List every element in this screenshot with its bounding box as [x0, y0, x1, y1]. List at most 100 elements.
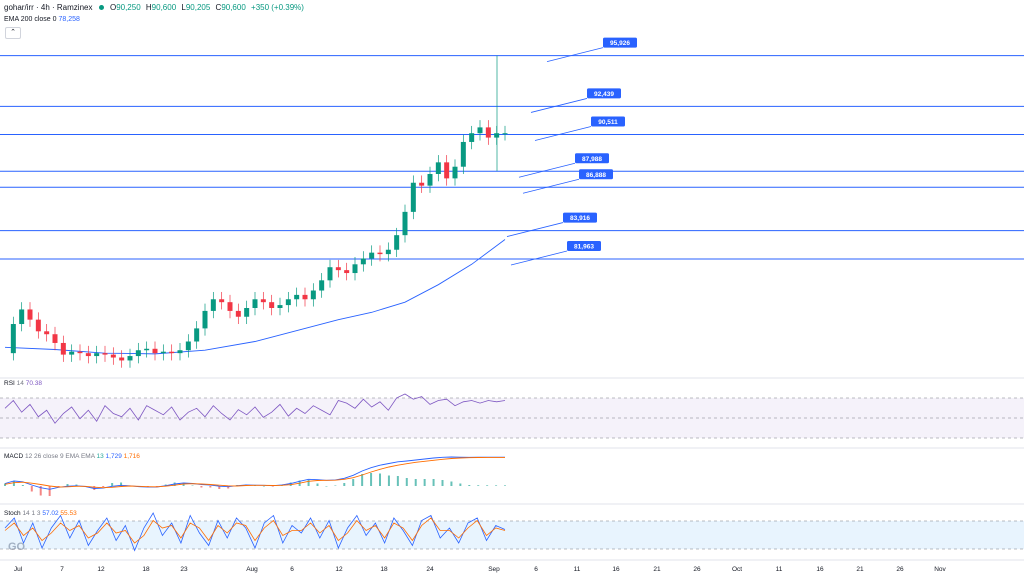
stoch-band — [0, 521, 1024, 549]
macd-histogram-bar — [30, 486, 33, 492]
candle-body — [185, 341, 191, 351]
macd-histogram-bar — [441, 480, 444, 486]
x-tick-label: Oct — [732, 566, 742, 573]
macd-histogram-bar — [93, 486, 96, 490]
level-callout-leader — [510, 250, 568, 266]
macd-histogram-bar — [21, 485, 24, 486]
macd-histogram-bar — [48, 486, 51, 496]
candle-body — [110, 354, 116, 358]
x-tick-label: 18 — [380, 566, 388, 573]
collapse-legend-button[interactable]: ⌃ — [5, 27, 21, 39]
candle-body — [35, 319, 41, 332]
market-status-icon — [98, 5, 104, 11]
x-tick-label: 21 — [856, 566, 864, 573]
x-tick-label: 24 — [426, 566, 434, 573]
macd-legend[interactable]: MACD 12 26 close 9 EMA EMA 13 1,729 1,71… — [4, 452, 140, 462]
macd-histogram-bar — [307, 480, 310, 486]
candle-body — [244, 308, 250, 317]
symbol-title[interactable]: gohar/irr · 4h · Ramzinex — [4, 3, 93, 12]
candle-body — [285, 299, 291, 306]
candle-body — [44, 331, 50, 335]
candle-body — [52, 334, 58, 343]
rsi-name: RSI — [4, 380, 15, 387]
level-label-box — [603, 37, 637, 48]
macd-histogram-bar — [271, 486, 274, 487]
candle-body — [235, 310, 241, 317]
macd-histogram-bar — [343, 483, 346, 486]
macd-histogram-bar — [12, 481, 15, 486]
macd-histogram-bar — [200, 486, 203, 488]
level-callout-leader — [506, 222, 564, 237]
macd-histogram-bar — [423, 479, 426, 486]
macd-histogram-bar — [209, 486, 212, 488]
macd-histogram-bar — [155, 486, 158, 487]
candle-body — [360, 258, 366, 265]
candle-body — [127, 356, 133, 361]
macd-histogram-bar — [450, 481, 453, 486]
ohlc-low-key: L — [181, 3, 186, 12]
ohlc-low-value: 90,205 — [185, 3, 211, 12]
x-tick-label: 23 — [180, 566, 188, 573]
rsi-legend[interactable]: RSI 14 70.38 — [4, 379, 42, 389]
macd-histogram-bar — [120, 482, 123, 486]
candle-body — [269, 302, 275, 308]
macd-histogram-bar — [39, 486, 42, 496]
level-label-box — [587, 88, 621, 99]
stoch-params: 14 1 3 — [22, 510, 41, 517]
ema-legend[interactable]: EMA 200 close 0 78,258 — [4, 15, 80, 25]
stoch-k-line — [4, 512, 506, 552]
x-tick-label: Aug — [246, 566, 258, 573]
level-label-box — [591, 116, 625, 127]
macd-histogram-bar — [432, 479, 435, 486]
level-label-box — [579, 169, 613, 180]
candle-body — [302, 294, 308, 300]
candle-body — [260, 299, 266, 303]
level-label-box — [563, 212, 597, 223]
candle-body — [335, 267, 341, 271]
macd-histogram-bar — [182, 483, 185, 486]
candle-body — [135, 350, 141, 357]
symbol-legend[interactable]: gohar/irr · 4h · Ramzinex O90,250 H90,60… — [4, 3, 307, 13]
macd-histogram-bar — [352, 479, 355, 486]
ohlc-high-value: 90,600 — [151, 3, 177, 12]
ema-legend-name: EMA 200 close 0 — [4, 16, 57, 23]
level-callout-leader — [534, 126, 592, 141]
candle-body — [169, 351, 175, 354]
level-callout-leader — [522, 178, 580, 194]
macd-histogram-bar — [379, 473, 381, 486]
chevron-up-icon: ⌃ — [10, 29, 16, 36]
candle-body — [102, 353, 108, 355]
candle-body — [194, 328, 200, 342]
macd-hist-value: 13 — [96, 453, 104, 460]
macd-histogram-bar — [486, 485, 489, 486]
candle-body — [427, 174, 433, 186]
candle-body — [485, 127, 491, 138]
macd-signal-line — [4, 456, 505, 489]
candle-body — [444, 162, 450, 179]
candle-body — [252, 299, 258, 308]
x-tick-label: 18 — [142, 566, 150, 573]
rsi-line — [4, 393, 506, 424]
macd-histogram-bar — [468, 485, 471, 486]
ohlc-high-key: H — [145, 3, 152, 12]
candle-body — [60, 342, 66, 355]
x-tick-label: 12 — [97, 566, 105, 573]
stoch-d-line — [4, 517, 506, 544]
macd-line — [4, 456, 505, 490]
candle-body — [77, 351, 83, 354]
candle-body — [477, 127, 483, 134]
candle-body — [385, 249, 391, 255]
level-label: 86,888 — [586, 172, 606, 179]
candle-body — [410, 182, 416, 212]
ema-legend-value: 78,258 — [58, 16, 80, 23]
x-tick-label: 6 — [534, 566, 538, 573]
stoch-legend[interactable]: Stoch 14 1 3 57.02 55.53 — [4, 509, 77, 519]
candle-body — [310, 290, 316, 300]
macd-histogram-bar — [405, 478, 408, 486]
level-callout-leader — [518, 162, 576, 178]
x-tick-label: 11 — [776, 566, 783, 573]
candle-body — [177, 350, 183, 354]
macd-histogram-bar — [191, 485, 194, 486]
macd-name: MACD — [4, 453, 24, 460]
